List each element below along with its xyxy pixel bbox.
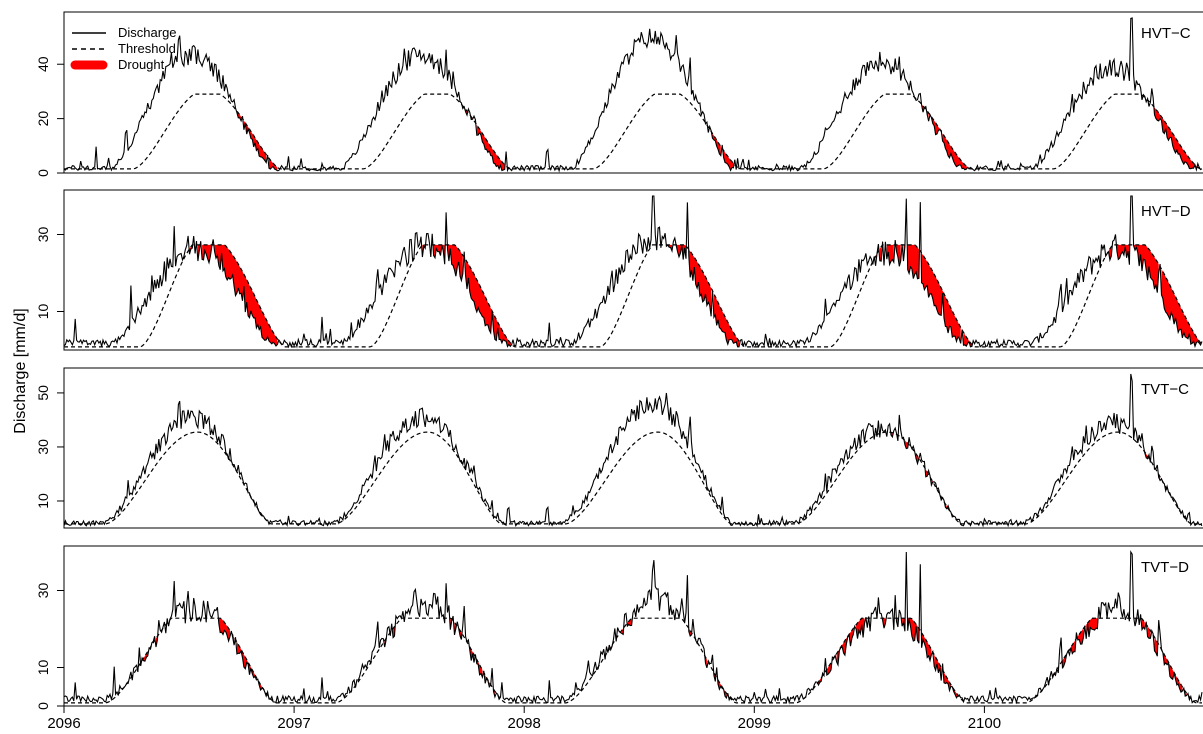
y-tick-label: 10 [35,493,51,509]
y-tick-label: 30 [35,439,51,455]
panel-label: TVT−D [1141,559,1189,576]
threshold-line [64,244,1203,348]
y-tick-label: 30 [35,583,51,599]
y-tick-label: 0 [35,702,51,710]
drought-area [189,244,1201,347]
panel-hvtc: 0 20 40 HVT−C [35,11,1203,177]
panel-frame [63,189,1203,351]
y-tick-label: 20 [35,111,51,127]
y-tick-label: 10 [35,660,51,676]
panels: 0 20 40 HVT−C 10 30 HVT−D 10 30 50 TVT−C 0 10 30 TVT−D [35,11,1203,710]
legend-label: Discharge [118,25,177,40]
x-tick-label: 2099 [738,715,771,732]
panel-frame [63,11,1203,174]
x-tick-label: 2100 [968,715,1001,732]
panel-tvtc: 10 30 50 TVT−C [35,367,1203,529]
panel-tvtd: 0 10 30 TVT−D [35,545,1203,710]
legend-label: Threshold [118,41,176,56]
legend-label: Drought [118,57,165,72]
panel-hvtd: 10 30 HVT−D [35,189,1203,351]
panel-label: TVT−C [1141,381,1189,398]
threshold-line [64,431,1202,525]
y-tick-label: 40 [35,56,51,72]
panel-label: HVT−C [1141,25,1191,42]
y-axis-label: Discharge [mm/d] [12,308,29,433]
threshold-line [64,617,1202,704]
panel-frame [63,367,1203,529]
discharge-line [63,373,1203,528]
y-tick-label: 50 [35,385,51,401]
x-tick-label: 2098 [508,715,541,732]
discharge-line [63,195,1203,349]
discharge-line [63,17,1203,173]
y-tick-label: 0 [35,169,51,177]
panel-label: HVT−D [1141,203,1191,220]
panel-frame [63,545,1203,707]
y-tick-label: 30 [35,227,51,243]
x-tick-label: 2097 [277,715,310,732]
y-tick-label: 10 [35,304,51,320]
x-axis: 2096 2097 2098 2099 2100 [47,705,1001,732]
discharge-line [63,550,1203,705]
drought-area [143,618,1187,700]
drought-area [236,97,1197,171]
x-tick-label: 2096 [47,715,80,732]
